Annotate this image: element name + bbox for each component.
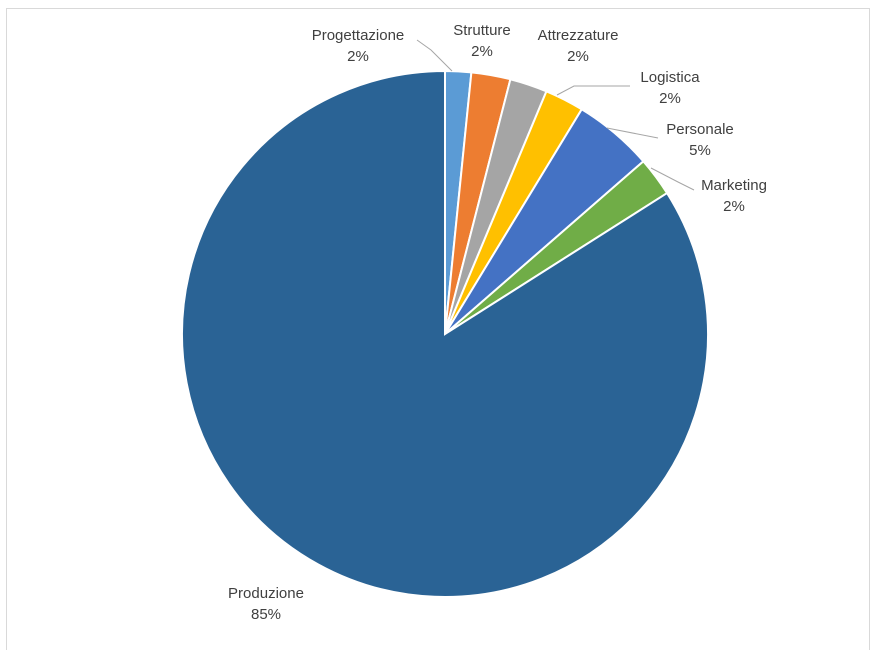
slice-percent-label: 5% <box>689 142 711 159</box>
slices-layer <box>181 69 709 598</box>
slice-percent-label: 2% <box>723 198 745 215</box>
leader-line-logistica <box>556 85 630 96</box>
labels-layer: Progettazione 2% Strutture 2% Attrezzature 2%… <box>228 22 767 623</box>
leader-line-progettazione <box>416 39 453 72</box>
slice-percent-label: 2% <box>567 48 589 65</box>
slice-label-attrezzature: Attrezzature 2% <box>538 27 619 65</box>
slice-label-strutture: Strutture 2% <box>453 22 511 60</box>
slice-name-label: Produzione <box>228 585 304 602</box>
slice-label-progettazione: Progettazione 2% <box>312 27 405 65</box>
slice-percent-label: 2% <box>347 48 369 65</box>
pie-slice-produzione <box>181 69 709 598</box>
slice-label-logistica: Logistica 2% <box>640 69 700 107</box>
slice-label-marketing: Marketing 2% <box>701 177 767 215</box>
slice-name-label: Progettazione <box>312 27 405 44</box>
slice-name-label: Personale <box>666 121 734 138</box>
slice-name-label: Marketing <box>701 177 767 194</box>
leader-line-marketing <box>650 167 695 191</box>
slice-label-personale: Personale 5% <box>666 121 734 159</box>
slice-name-label: Attrezzature <box>538 27 619 44</box>
slice-name-label: Logistica <box>640 69 700 86</box>
leader-line-personale <box>606 127 659 139</box>
slice-percent-label: 2% <box>659 90 681 107</box>
slice-percent-label: 85% <box>251 606 281 623</box>
leaders-layer <box>416 39 695 191</box>
slice-name-label: Strutture <box>453 22 511 39</box>
slice-percent-label: 2% <box>471 43 493 60</box>
slice-label-produzione: Produzione 85% <box>228 585 304 623</box>
